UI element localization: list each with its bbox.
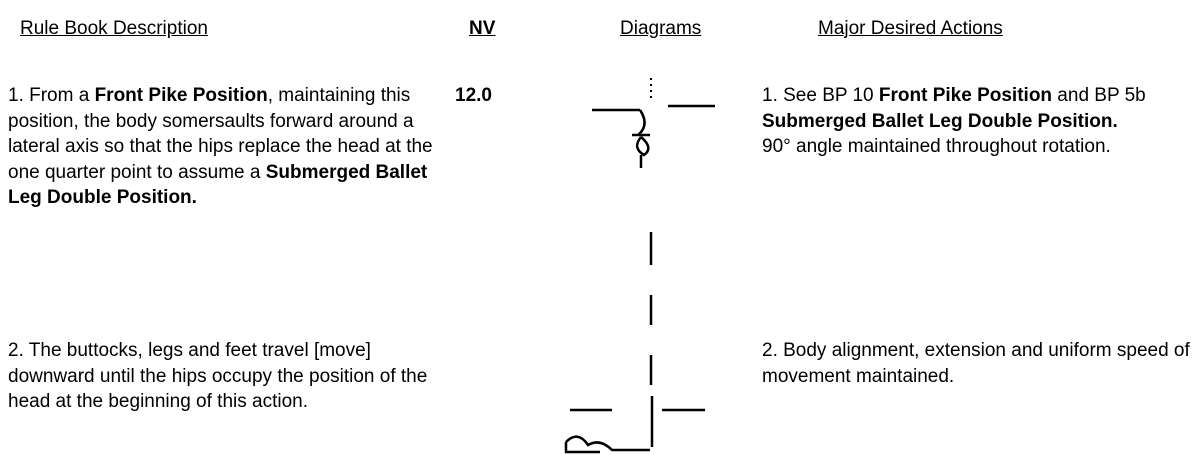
nv-value: 12.0 xyxy=(455,85,492,106)
description: 2. The buttocks, legs and feet travel [m… xyxy=(8,338,440,415)
text: 1. From a xyxy=(8,85,95,106)
action-paragraph: 2. Body alignment, extension and uniform… xyxy=(762,338,1192,389)
column-header: Major Desired Actions xyxy=(818,18,1003,39)
actions: 2. Body alignment, extension and uniform… xyxy=(762,338,1192,389)
text: 1. See BP 10 xyxy=(762,85,879,106)
column-header: NV xyxy=(469,18,496,39)
bold-text: Front Pike Position xyxy=(94,85,268,106)
text: 2. The buttocks, legs and feet travel [m… xyxy=(8,340,428,412)
column-header: Rule Book Description xyxy=(20,18,208,39)
action-paragraph: 1. See BP 10 Front Pike Position and BP … xyxy=(762,83,1192,134)
text: and BP 5b xyxy=(1052,85,1146,106)
bold-text: Front Pike Position xyxy=(878,85,1053,106)
actions: 1. See BP 10 Front Pike Position and BP … xyxy=(762,83,1192,160)
bold-text: Submerged Ballet Leg Double Position. xyxy=(8,161,428,209)
action-paragraph: 90° angle maintained throughout rotation… xyxy=(762,134,1192,160)
text: 2. Body alignment, extension and uniform… xyxy=(762,340,1190,387)
text: , maintaining this position, the body so… xyxy=(8,85,433,183)
column-header: Diagrams xyxy=(620,18,702,39)
text: 90° angle maintained throughout rotation… xyxy=(762,136,1111,157)
bold-text: Submerged Ballet Leg Double Position. xyxy=(762,110,1118,132)
description: 1. From a Front Pike Position, maintaini… xyxy=(8,83,440,211)
